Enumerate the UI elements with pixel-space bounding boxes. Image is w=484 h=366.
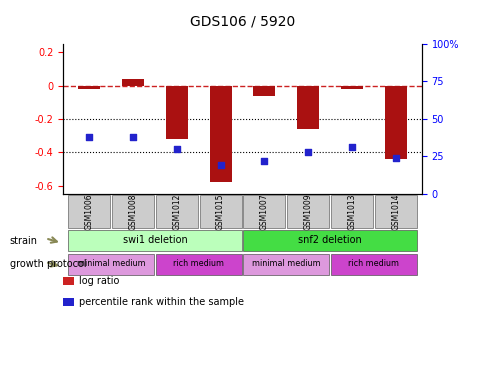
Bar [340,86,362,89]
Bar [122,79,144,86]
Bar [243,230,416,251]
Bar [330,254,416,275]
Point [303,149,311,155]
Bar [253,86,275,96]
Bar [166,86,187,139]
Text: minimal medium: minimal medium [77,259,145,268]
Text: minimal medium: minimal medium [251,259,320,268]
Text: GSM1006: GSM1006 [85,193,93,230]
Point [391,155,399,161]
Text: GSM1014: GSM1014 [391,193,399,229]
Bar [330,195,372,228]
Bar [384,86,406,159]
Text: growth protocol: growth protocol [10,259,86,269]
Text: strain: strain [10,236,38,246]
Text: rich medium: rich medium [348,259,398,268]
Point [173,146,181,152]
Point [216,163,224,168]
Bar [112,195,154,228]
Bar [297,86,318,129]
Bar [287,195,329,228]
Bar [68,230,241,251]
Text: GSM1009: GSM1009 [303,193,312,230]
Bar [243,254,329,275]
Bar [209,86,231,182]
Text: swi1 deletion: swi1 deletion [122,235,187,245]
Text: GSM1007: GSM1007 [259,193,268,230]
Bar [78,86,100,89]
Text: log ratio: log ratio [78,276,119,287]
Bar [199,195,241,228]
Text: GDS106 / 5920: GDS106 / 5920 [189,15,295,29]
Text: GSM1015: GSM1015 [216,193,225,229]
Bar [374,195,416,228]
Point [85,134,93,140]
Text: snf2 deletion: snf2 deletion [298,235,361,245]
Bar [243,195,285,228]
Bar [155,254,241,275]
Point [260,158,268,164]
Text: GSM1013: GSM1013 [347,193,356,229]
Text: GSM1012: GSM1012 [172,193,181,229]
Point [348,145,355,150]
Bar [68,254,154,275]
Text: rich medium: rich medium [173,259,224,268]
Text: GSM1008: GSM1008 [128,193,137,229]
Text: percentile rank within the sample: percentile rank within the sample [78,296,243,307]
Bar [68,195,110,228]
Bar [155,195,197,228]
Point [129,134,136,140]
